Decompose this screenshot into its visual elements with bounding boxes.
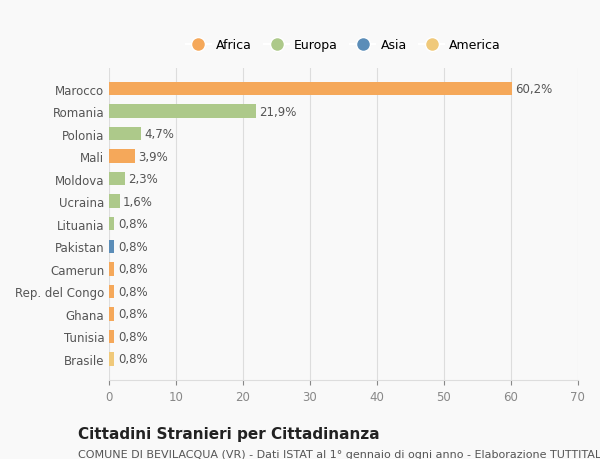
Bar [109, 218, 115, 231]
Text: 0,8%: 0,8% [118, 240, 148, 253]
Bar [109, 105, 256, 118]
Bar [109, 128, 140, 141]
Text: 0,8%: 0,8% [118, 330, 148, 343]
Text: 0,8%: 0,8% [118, 353, 148, 366]
Text: 21,9%: 21,9% [259, 106, 296, 118]
Text: 1,6%: 1,6% [123, 195, 153, 208]
Text: 3,9%: 3,9% [139, 150, 169, 163]
Bar [109, 240, 115, 253]
Bar [109, 150, 135, 163]
Text: 0,8%: 0,8% [118, 263, 148, 276]
Bar [109, 285, 115, 298]
Legend: Africa, Europa, Asia, America: Africa, Europa, Asia, America [181, 34, 506, 57]
Text: Cittadini Stranieri per Cittadinanza: Cittadini Stranieri per Cittadinanza [78, 425, 380, 441]
Text: COMUNE DI BEVILACQUA (VR) - Dati ISTAT al 1° gennaio di ogni anno - Elaborazione: COMUNE DI BEVILACQUA (VR) - Dati ISTAT a… [78, 449, 600, 459]
Bar [109, 353, 115, 366]
Text: 2,3%: 2,3% [128, 173, 158, 186]
Bar [109, 195, 120, 208]
Bar [109, 263, 115, 276]
Bar [109, 173, 125, 186]
Bar [109, 308, 115, 321]
Bar [109, 83, 512, 96]
Text: 0,8%: 0,8% [118, 218, 148, 231]
Text: 0,8%: 0,8% [118, 285, 148, 298]
Bar [109, 330, 115, 343]
Text: 4,7%: 4,7% [144, 128, 174, 141]
Text: 60,2%: 60,2% [515, 83, 553, 96]
Text: 0,8%: 0,8% [118, 308, 148, 321]
